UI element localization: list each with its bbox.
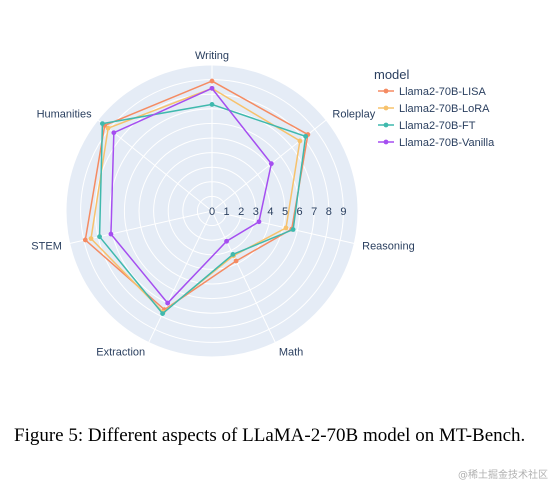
data-point: [160, 311, 165, 317]
data-point: [100, 121, 105, 127]
data-point: [233, 258, 239, 264]
legend-swatch-marker: [383, 88, 389, 94]
legend-item[interactable]: Llama2-70B-LoRA: [378, 103, 490, 115]
series-line: [110, 87, 273, 305]
data-point: [97, 234, 102, 240]
data-point: [209, 85, 215, 91]
axis-label-writing: Writing: [195, 50, 229, 62]
legend-swatch-marker: [383, 139, 389, 145]
axis-spoke: [97, 119, 213, 212]
legend-swatch-marker: [383, 105, 389, 111]
radial-tick-label: 4: [267, 206, 273, 218]
axis-spoke: [211, 210, 355, 244]
axis-label-humanities: Humanities: [37, 109, 93, 121]
legend-item[interactable]: Llama2-70B-Vanilla: [378, 137, 495, 149]
series-llama2-70b-vanilla: [108, 85, 274, 306]
radial-tick-label: 8: [326, 206, 332, 218]
data-point: [303, 133, 309, 139]
axis-spoke: [69, 210, 213, 244]
data-point: [209, 102, 215, 107]
radial-tick-label: 0: [209, 206, 215, 218]
data-point: [108, 231, 114, 237]
radial-tick-label: 9: [340, 206, 346, 218]
axis-label-reasoning: Reasoning: [362, 241, 415, 253]
radial-tick-label: 7: [311, 206, 317, 218]
radial-tick-label: 5: [282, 206, 288, 218]
radial-tick-label: 3: [253, 206, 259, 218]
series-llama2-70b-ft: [97, 102, 309, 317]
legend-title: model: [374, 67, 410, 82]
figure-caption: Figure 5: Different aspects of LLaMA-2-7…: [14, 425, 526, 446]
axis-label-math: Math: [279, 347, 303, 359]
data-point: [268, 161, 274, 167]
legend-label: Llama2-70B-LISA: [399, 86, 486, 98]
axis-label-roleplay: Roleplay: [332, 109, 375, 121]
radial-tick-label: 1: [224, 206, 230, 218]
axis-spoke: [211, 210, 276, 343]
data-point: [224, 238, 229, 244]
data-point: [105, 125, 111, 131]
data-point: [209, 78, 215, 84]
legend-label: Llama2-70B-Vanilla: [399, 137, 495, 149]
legend-item[interactable]: Llama2-70B-LISA: [378, 86, 486, 98]
axis-label-extraction: Extraction: [96, 347, 145, 359]
data-point: [230, 252, 236, 257]
legend-label: Llama2-70B-FT: [399, 120, 476, 132]
data-point: [283, 225, 289, 231]
legend: model Llama2-70B-LISA Llama2-70B-LoRA Llam…: [374, 67, 495, 149]
axis-labels: Writing Roleplay Reasoning Math Extraction ST…: [31, 50, 414, 359]
watermark: @稀土掘金技术社区: [458, 470, 548, 481]
series-line: [98, 103, 307, 315]
legend-label: Llama2-70B-LoRA: [399, 103, 490, 115]
data-point: [297, 138, 303, 144]
data-point: [88, 236, 94, 242]
series-layer: [82, 78, 311, 317]
axis-spoke: [148, 210, 213, 343]
radial-tick-label: 6: [297, 206, 303, 218]
data-point: [82, 237, 88, 243]
data-point: [165, 300, 171, 306]
radial-tick-label: 2: [238, 206, 244, 218]
axis-label-stem: STEM: [31, 241, 62, 253]
legend-swatch-marker: [383, 122, 389, 128]
data-point: [111, 130, 117, 136]
legend-item[interactable]: Llama2-70B-FT: [378, 120, 476, 132]
data-point: [290, 227, 296, 232]
data-point: [256, 219, 262, 225]
